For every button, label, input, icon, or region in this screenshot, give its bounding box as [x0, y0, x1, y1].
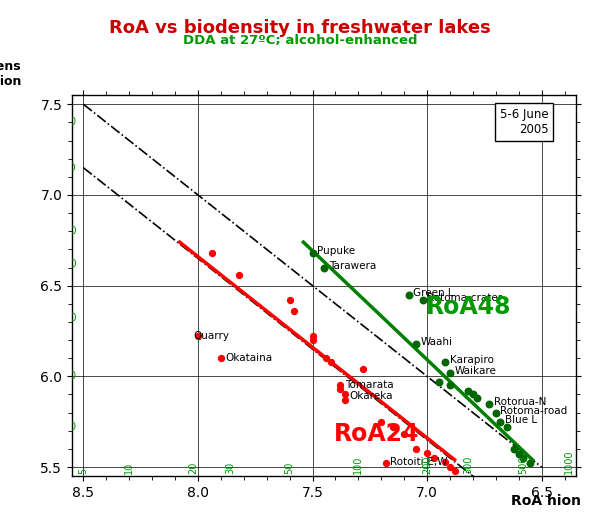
- Text: 1000: 1000: [50, 371, 77, 381]
- Text: 50: 50: [284, 462, 295, 475]
- Text: 50: 50: [64, 117, 77, 127]
- Text: Waahi: Waahi: [420, 337, 452, 347]
- Point: [422, 448, 432, 457]
- Point: [418, 296, 427, 304]
- Text: RoA vs biodensity in freshwater lakes: RoA vs biodensity in freshwater lakes: [109, 19, 491, 37]
- Text: Quarry: Quarry: [193, 332, 229, 341]
- Point: [509, 445, 519, 453]
- Text: Rotoma-crater: Rotoma-crater: [427, 294, 502, 303]
- Text: 2000: 2000: [50, 422, 77, 432]
- Point: [440, 358, 450, 366]
- Point: [308, 249, 317, 257]
- Text: Karapiro: Karapiro: [450, 355, 494, 365]
- Text: 30: 30: [225, 462, 235, 475]
- Text: 500: 500: [57, 313, 77, 323]
- Point: [319, 263, 329, 272]
- Point: [376, 417, 386, 426]
- Text: 5: 5: [79, 468, 88, 475]
- Point: [440, 458, 450, 466]
- Text: Tarawera: Tarawera: [329, 261, 376, 271]
- Point: [326, 358, 335, 366]
- Point: [216, 354, 226, 362]
- Point: [207, 249, 217, 257]
- Point: [388, 423, 398, 431]
- Point: [450, 467, 460, 475]
- Point: [335, 381, 345, 390]
- Point: [358, 365, 368, 373]
- Text: 10: 10: [124, 462, 134, 475]
- Point: [434, 378, 443, 386]
- Point: [502, 423, 512, 431]
- Point: [285, 296, 295, 304]
- Point: [526, 459, 535, 468]
- Text: 300: 300: [57, 259, 77, 269]
- Point: [308, 332, 317, 341]
- Point: [335, 385, 345, 393]
- Point: [491, 408, 500, 417]
- Point: [411, 445, 421, 453]
- Text: Pupuke: Pupuke: [317, 246, 355, 256]
- Text: RoA hion: RoA hion: [511, 494, 581, 508]
- Text: 1000: 1000: [564, 450, 574, 475]
- Text: 200: 200: [422, 456, 432, 475]
- Text: Tomarata: Tomarata: [344, 380, 393, 390]
- Point: [429, 454, 439, 462]
- Point: [445, 463, 455, 471]
- Text: Waikare: Waikare: [455, 366, 496, 376]
- Text: 20: 20: [188, 462, 199, 475]
- Text: 5-6 June
2005: 5-6 June 2005: [500, 108, 548, 136]
- Point: [289, 307, 299, 315]
- Text: Blue L: Blue L: [505, 415, 537, 425]
- Text: 500: 500: [518, 456, 529, 475]
- Text: Green L: Green L: [413, 288, 454, 298]
- Text: 200: 200: [57, 226, 77, 236]
- Point: [340, 396, 349, 404]
- Point: [322, 354, 331, 362]
- Text: Okataina: Okataina: [226, 353, 272, 363]
- Text: Rotorua-N: Rotorua-N: [494, 397, 546, 407]
- Text: 100: 100: [353, 456, 364, 475]
- Point: [514, 450, 524, 459]
- Point: [308, 336, 317, 344]
- Point: [445, 381, 455, 390]
- Point: [518, 454, 528, 462]
- Text: Rotoiti-E,W: Rotoiti-E,W: [391, 457, 448, 467]
- Point: [484, 399, 494, 408]
- Point: [468, 390, 478, 399]
- Text: Okareka: Okareka: [349, 391, 393, 402]
- Point: [400, 430, 409, 439]
- Text: RoA48: RoA48: [425, 295, 511, 320]
- Text: RoA24: RoA24: [334, 422, 419, 446]
- Point: [193, 332, 203, 341]
- Point: [496, 417, 505, 426]
- Text: DDA at 27ºC; alcohol-enhanced: DDA at 27ºC; alcohol-enhanced: [183, 34, 417, 48]
- Point: [404, 290, 413, 299]
- Text: dens
hion: dens hion: [0, 60, 22, 88]
- Point: [411, 340, 421, 348]
- Point: [445, 369, 455, 377]
- Point: [381, 459, 391, 468]
- Point: [235, 270, 244, 279]
- Text: Rotoma-road: Rotoma-road: [500, 406, 568, 416]
- Text: 100: 100: [57, 163, 77, 173]
- Point: [473, 394, 482, 403]
- Text: 300: 300: [463, 456, 473, 475]
- Point: [340, 390, 349, 399]
- Point: [464, 387, 473, 395]
